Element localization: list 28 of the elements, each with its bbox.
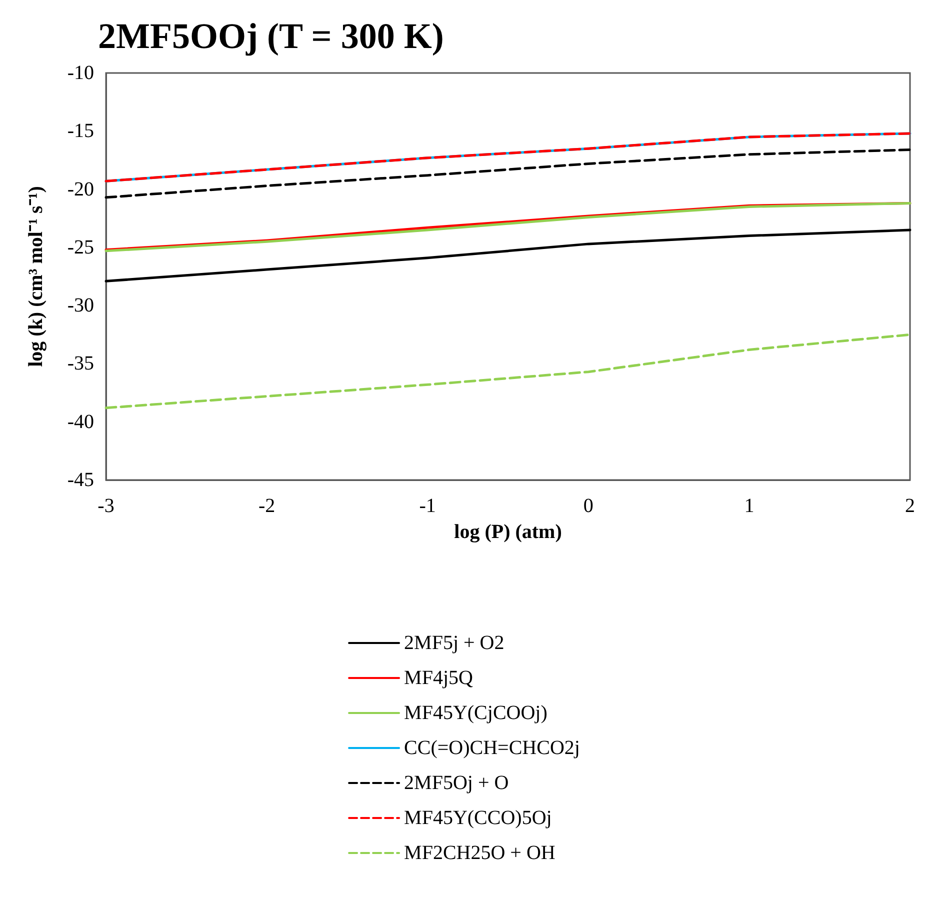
legend-label: 2MF5j + O2 (404, 632, 504, 654)
x-tick-label: 0 (583, 495, 594, 517)
line-series (104, 333, 912, 410)
chart-title: 2MF5OOj (T = 300 K) (98, 16, 444, 56)
legend-label: 2MF5Oj + O (404, 772, 509, 794)
y-axis-title: log (k) (cm³ mol⁻¹ s⁻¹) (25, 186, 47, 367)
x-tick-label: 2 (905, 495, 915, 517)
line-series (104, 228, 912, 282)
legend-label: MF2CH25O + OH (404, 842, 556, 864)
legend-label: MF45Y(CCO)5Oj (404, 807, 552, 829)
x-axis-title: log (P) (atm) (454, 521, 562, 543)
line-series (104, 148, 912, 199)
y-tick-label: -10 (67, 62, 94, 84)
y-tick-label: -40 (67, 410, 94, 433)
y-tick-label: -20 (67, 178, 94, 200)
x-tick-label: 1 (744, 495, 754, 517)
y-tick-label: -15 (67, 120, 94, 142)
legend-label: CC(=O)CH=CHCO2j (404, 737, 580, 759)
y-tick-label: -45 (67, 469, 94, 491)
x-tick-label: -3 (98, 495, 114, 517)
y-tick-label: -30 (67, 294, 94, 317)
legend-label: MF45Y(CjCOOj) (404, 702, 548, 724)
y-tick-label: -25 (67, 236, 94, 258)
x-tick-label: -2 (258, 495, 276, 517)
y-tick-label: -35 (67, 352, 94, 375)
line-series (104, 132, 912, 182)
legend-label: MF4j5Q (404, 667, 474, 689)
x-tick-label: -1 (419, 495, 436, 517)
